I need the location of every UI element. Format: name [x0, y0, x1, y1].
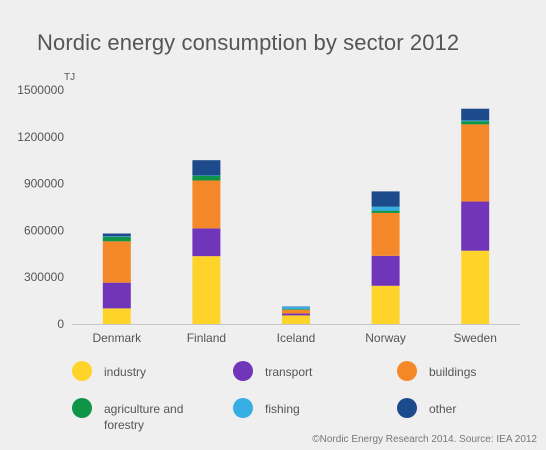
- x-tick-label: Denmark: [92, 331, 142, 345]
- bar-segment-buildings: [102, 241, 131, 283]
- legend-label: agriculture and forestry: [104, 402, 184, 432]
- x-tick-label: Norway: [365, 331, 406, 345]
- legend-swatch: [72, 398, 92, 418]
- legend-swatch: [233, 361, 253, 381]
- legend-item: fishing: [233, 398, 300, 418]
- y-tick-label: 1200000: [17, 130, 64, 144]
- source-credit: ©Nordic Energy Research 2014. Source: IE…: [312, 434, 537, 445]
- bar-segment-buildings: [371, 212, 400, 256]
- legend-swatch: [397, 361, 417, 381]
- bar-segment-transport: [102, 282, 131, 309]
- bar-segment-buildings: [192, 180, 221, 229]
- y-tick-label: 0: [57, 317, 64, 331]
- x-tick-label: Sweden: [454, 331, 497, 345]
- y-tick-label: 300000: [24, 270, 64, 284]
- bar-segment-industry: [282, 315, 310, 324]
- bar-segment-transport: [371, 255, 400, 286]
- legend-label: transport: [265, 365, 313, 379]
- bar-segment-industry: [192, 256, 221, 324]
- bar-segment-industry: [371, 285, 400, 324]
- bar-segment-buildings: [282, 309, 310, 314]
- legend-label: industry: [104, 365, 147, 379]
- legend-label: buildings: [429, 365, 477, 379]
- bar-segment-agriculture-and-forestry: [461, 121, 490, 125]
- bar-segment-transport: [192, 228, 221, 257]
- bar-segment-fishing: [461, 120, 490, 122]
- bar-segment-agriculture-and-forestry: [102, 236, 131, 242]
- bar-segment-other: [102, 233, 131, 237]
- legend-item: buildings: [397, 361, 477, 381]
- bar-segment-industry: [102, 308, 131, 324]
- bar-segment-agriculture-and-forestry: [282, 309, 310, 310]
- legend-item: transport: [233, 361, 313, 381]
- x-tick-label: Finland: [187, 331, 226, 345]
- y-axis-label: TJ: [64, 72, 75, 83]
- bar-segment-transport: [282, 313, 310, 316]
- y-tick-label: 600000: [24, 223, 64, 237]
- legend-item: other: [397, 398, 457, 418]
- bar-segment-agriculture-and-forestry: [192, 175, 221, 181]
- x-tick-label: Iceland: [277, 331, 316, 345]
- bar-segment-agriculture-and-forestry: [371, 210, 400, 213]
- bar-segment-buildings: [461, 124, 490, 202]
- y-tick-label: 1500000: [17, 83, 64, 97]
- bar-segment-other: [461, 108, 490, 121]
- bar-segment-industry: [461, 250, 490, 324]
- legend-item: agriculture and forestry: [72, 398, 194, 433]
- bar-segment-transport: [461, 201, 490, 251]
- legend-label: other: [429, 402, 457, 416]
- bar-segment-fishing: [282, 306, 310, 310]
- legend-swatch: [72, 361, 92, 381]
- legend-swatch: [397, 398, 417, 418]
- chart-title: Nordic energy consumption by sector 2012: [37, 30, 460, 55]
- bar-segment-other: [371, 191, 400, 207]
- bar-segment-other: [192, 160, 221, 176]
- bar-segment-fishing: [102, 236, 131, 237]
- y-tick-label: 900000: [24, 177, 64, 191]
- legend-swatch: [233, 398, 253, 418]
- legend-label: fishing: [265, 402, 300, 416]
- legend-item: industry: [72, 361, 147, 381]
- bar-segment-fishing: [371, 206, 400, 211]
